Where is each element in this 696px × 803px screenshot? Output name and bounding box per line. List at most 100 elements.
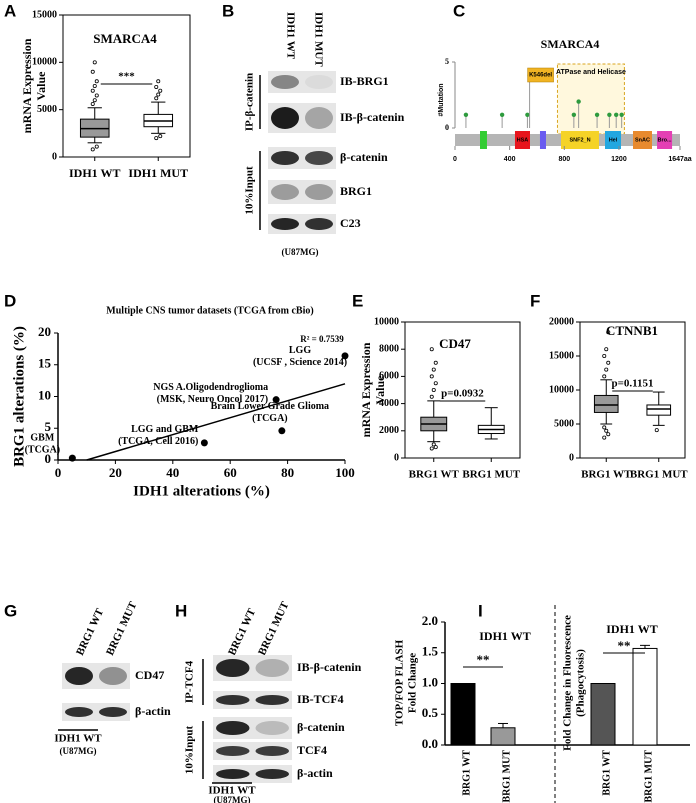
x-tick-label: 20 — [109, 465, 122, 480]
blot-strip — [268, 71, 336, 93]
plot-frame — [404, 321, 521, 459]
row-label: β-actin — [135, 704, 171, 718]
outlier — [433, 445, 438, 450]
outlier — [158, 134, 163, 139]
x-tick-label: 100 — [335, 465, 355, 480]
y-tick-label: 0 — [52, 151, 57, 162]
y-tick-label: 0 — [445, 123, 449, 132]
point — [68, 454, 76, 462]
bar — [450, 683, 476, 746]
panel-label: B — [222, 1, 234, 20]
lollipop-head — [499, 112, 505, 118]
y-axis-label: Fold Change in Fluorescence — [562, 615, 574, 751]
y-tick-label: 10000 — [374, 316, 399, 327]
domain — [561, 131, 599, 149]
panel-label: I — [478, 601, 483, 620]
band — [255, 769, 289, 779]
panel-label: C — [453, 1, 465, 20]
y-tick-label: 2000 — [379, 425, 399, 436]
band — [271, 184, 299, 200]
domain-label: Bro... — [658, 137, 673, 143]
point-label: Brain Lower Grade Glioma — [211, 401, 329, 412]
y-axis-label: mRNA Expression — [20, 38, 34, 133]
panel-label: E — [352, 291, 363, 310]
y-axis-label: Value — [373, 375, 387, 405]
significance: p=0.1151 — [611, 378, 653, 390]
lollipop-head — [525, 112, 530, 118]
box — [593, 394, 619, 413]
chart-title: CD47 — [439, 336, 471, 351]
x-tick-label: IDH1 WT — [69, 166, 120, 180]
significance: p=0.0932 — [441, 388, 484, 400]
point-label: (UCSF , Science 2014) — [253, 357, 347, 368]
band — [271, 151, 299, 165]
x-tick-label: 1647aa — [668, 156, 691, 163]
row-label: BRG1 — [340, 184, 372, 198]
outlier — [604, 428, 609, 433]
y-tick-label: 2.0 — [422, 613, 438, 628]
x-tick-label: BRG1 WT — [581, 469, 632, 481]
lollipop-head — [576, 99, 581, 104]
footer-label: (U87MG) — [282, 247, 319, 257]
y-tick-label: 5000 — [554, 418, 574, 429]
outlier — [429, 347, 434, 352]
row-label: TCF4 — [297, 743, 327, 757]
domain-label: Hel — [609, 137, 618, 143]
x-tick-label: BRG1 MUT — [643, 750, 654, 803]
outlier — [90, 69, 95, 74]
group-label: 10%Input — [244, 166, 256, 215]
y-axis-label: TOP/FOP FLASH — [394, 639, 406, 726]
band — [305, 151, 333, 165]
y-tick-label: 15000 — [549, 350, 574, 361]
x-tick-label: BRG1 MUT — [462, 469, 520, 481]
y-tick-label: 15000 — [32, 9, 57, 20]
point-label: LGG — [289, 345, 311, 356]
panel-label: D — [4, 291, 16, 310]
y-axis-label: #Mutation — [438, 83, 445, 116]
outlier — [433, 360, 438, 365]
band — [65, 707, 93, 717]
outlier — [94, 144, 99, 149]
y-tick-label: 0.0 — [422, 736, 438, 751]
point-label: (TCGA) — [25, 444, 61, 455]
lane-label: IDH1 MUT — [312, 12, 324, 67]
lollipop-head — [463, 112, 469, 118]
bar — [490, 727, 516, 746]
y-tick-label: 6000 — [379, 371, 399, 382]
band — [216, 769, 250, 779]
domain-label: HSA — [517, 137, 529, 143]
point — [341, 352, 349, 360]
outlier — [154, 136, 159, 141]
row-label: β-actin — [297, 766, 333, 780]
band — [65, 667, 93, 685]
bar — [632, 647, 658, 746]
plot-frame — [579, 321, 686, 459]
x-tick-label: BRG1 MUT — [501, 750, 512, 803]
outlier — [606, 360, 611, 365]
point — [272, 396, 280, 404]
x-tick-label: BRG1 WT — [461, 750, 472, 796]
outlier — [154, 96, 159, 101]
point — [278, 427, 286, 435]
panel-label: F — [530, 291, 540, 310]
lane-label: IDH1 WT — [284, 12, 296, 60]
x-tick-label: 80 — [281, 465, 294, 480]
y-tick-label: 10000 — [32, 57, 57, 68]
outlier — [92, 84, 97, 89]
chart-title: Multiple CNS tumor datasets (TCGA from c… — [106, 305, 313, 316]
group-label: IDH1 WT — [479, 629, 530, 643]
band — [255, 659, 289, 677]
x-tick-label: 1200 — [611, 156, 627, 163]
annotation-box — [527, 67, 554, 83]
row-label: IB-TCF4 — [297, 692, 344, 706]
y-tick-label: 20000 — [549, 316, 574, 327]
x-tick-label: BRG1 WT — [409, 469, 460, 481]
y-axis-label: Fold Change — [407, 653, 419, 713]
footer-label: (U87MG) — [214, 795, 251, 803]
chart-title: CTNNB1 — [606, 323, 658, 338]
point-label: GBM — [30, 432, 54, 443]
band — [255, 721, 289, 735]
band — [255, 695, 289, 705]
x-tick-label: IDH1 MUT — [128, 166, 188, 180]
annotation: R² = 0.7539 — [300, 334, 344, 344]
